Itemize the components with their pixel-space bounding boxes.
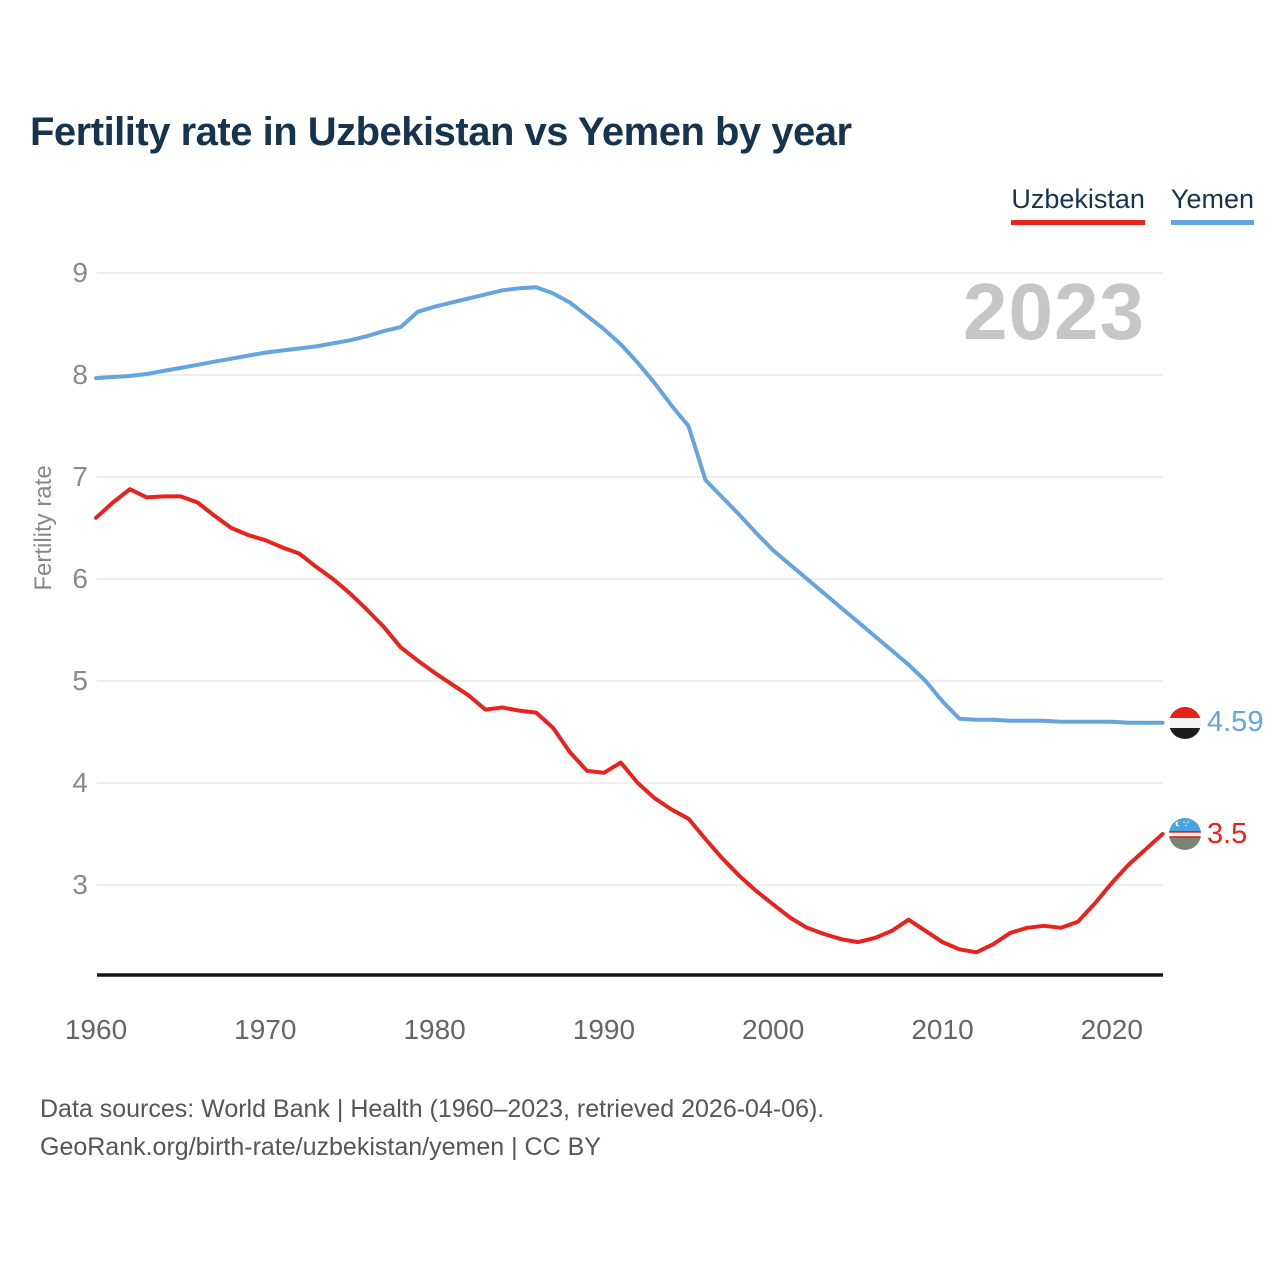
y-tick-label: 9 bbox=[72, 257, 88, 288]
x-tick-label: 1990 bbox=[572, 1014, 636, 1045]
y-tick-label: 3 bbox=[72, 869, 88, 900]
source-line-1: Data sources: World Bank | Health (1960–… bbox=[40, 1095, 825, 1123]
legend-item-uzbekistan[interactable]: Uzbekistan bbox=[1011, 184, 1145, 225]
x-tick-label: 2010 bbox=[911, 1014, 974, 1045]
page-title: Fertility rate in Uzbekistan vs Yemen by… bbox=[30, 110, 852, 154]
legend: Uzbekistan Yemen bbox=[1011, 184, 1254, 225]
y-axis-ticks: 9 8 7 6 5 4 3 bbox=[0, 0, 100, 1280]
legend-label: Uzbekistan bbox=[1011, 184, 1145, 214]
legend-color-swatch-uzbekistan bbox=[1011, 220, 1145, 225]
yemen-final-value: 4.59 bbox=[1207, 706, 1264, 739]
data-sources: Data sources: World Bank | Health (1960–… bbox=[40, 1090, 1190, 1166]
x-tick-label: 1980 bbox=[403, 1014, 466, 1045]
uzbekistan-final-value: 3.5 bbox=[1207, 817, 1248, 850]
legend-color-swatch-yemen bbox=[1170, 220, 1254, 225]
legend-item-yemen[interactable]: Yemen bbox=[1170, 184, 1254, 225]
y-tick-label: 4 bbox=[72, 767, 88, 798]
y-tick-label: 6 bbox=[72, 563, 88, 594]
yemen-flag-icon bbox=[1169, 706, 1201, 739]
x-tick-label: 1960 bbox=[64, 1014, 128, 1045]
x-tick-label: 2000 bbox=[742, 1014, 805, 1045]
yemen-end-label: 4.59 bbox=[1169, 706, 1263, 740]
legend-label: Yemen bbox=[1170, 184, 1254, 214]
source-line-2: GeoRank.org/birth-rate/uzbekistan/yemen … bbox=[40, 1133, 601, 1161]
y-axis-title: Fertility rate bbox=[30, 465, 57, 591]
uzbekistan-flag-icon bbox=[1169, 818, 1201, 850]
year-watermark: 2023 bbox=[963, 267, 1145, 356]
x-axis-ticks: 1960 1970 1980 1990 2000 2010 2020 bbox=[0, 1014, 1280, 1054]
x-tick-label: 1970 bbox=[234, 1014, 297, 1045]
x-tick-label: 2020 bbox=[1080, 1014, 1143, 1045]
y-tick-label: 7 bbox=[72, 461, 88, 492]
uzbekistan-end-label: 3.5 bbox=[1169, 817, 1247, 851]
y-tick-label: 5 bbox=[72, 665, 88, 696]
y-tick-label: 8 bbox=[72, 359, 88, 390]
